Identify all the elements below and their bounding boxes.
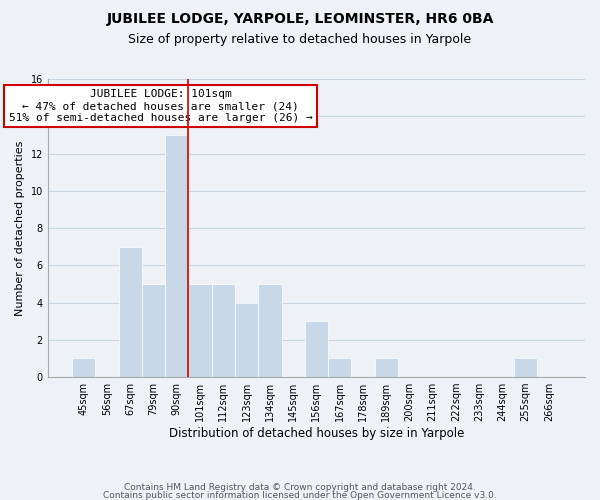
Text: Size of property relative to detached houses in Yarpole: Size of property relative to detached ho…: [128, 32, 472, 46]
Bar: [188, 284, 212, 377]
Bar: [165, 135, 188, 377]
Bar: [235, 302, 258, 377]
Bar: [305, 321, 328, 377]
Text: Contains HM Land Registry data © Crown copyright and database right 2024.: Contains HM Land Registry data © Crown c…: [124, 483, 476, 492]
Bar: [514, 358, 538, 377]
Text: Contains public sector information licensed under the Open Government Licence v3: Contains public sector information licen…: [103, 492, 497, 500]
Y-axis label: Number of detached properties: Number of detached properties: [15, 140, 25, 316]
Text: JUBILEE LODGE, YARPOLE, LEOMINSTER, HR6 0BA: JUBILEE LODGE, YARPOLE, LEOMINSTER, HR6 …: [106, 12, 494, 26]
Bar: [142, 284, 165, 377]
Bar: [72, 358, 95, 377]
Bar: [258, 284, 281, 377]
X-axis label: Distribution of detached houses by size in Yarpole: Distribution of detached houses by size …: [169, 427, 464, 440]
Bar: [119, 246, 142, 377]
Bar: [212, 284, 235, 377]
Bar: [328, 358, 351, 377]
Text: JUBILEE LODGE: 101sqm
← 47% of detached houses are smaller (24)
51% of semi-deta: JUBILEE LODGE: 101sqm ← 47% of detached …: [9, 90, 313, 122]
Bar: [374, 358, 398, 377]
